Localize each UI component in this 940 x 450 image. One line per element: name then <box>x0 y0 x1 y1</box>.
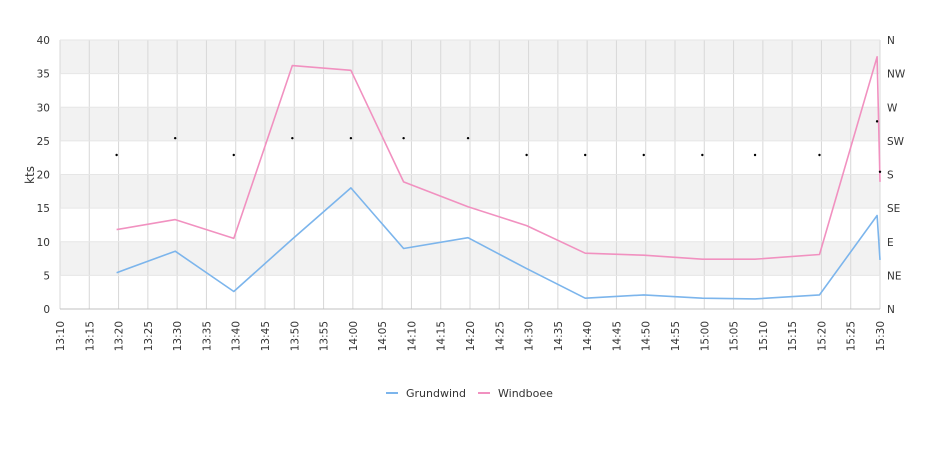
x-tick-label: 14:50 <box>641 321 653 351</box>
x-tick-label: 13:50 <box>289 321 301 351</box>
x-tick-label: 14:10 <box>406 321 418 351</box>
y2-tick-label: NW <box>887 69 906 81</box>
y2-tick-label: SE <box>887 203 900 215</box>
y-tick-label: 15 <box>37 203 50 215</box>
series-group <box>116 55 881 300</box>
y2-tick-label: N <box>887 35 895 47</box>
x-tick-label: 14:30 <box>524 321 536 351</box>
series-line-grundwind[interactable] <box>116 187 881 300</box>
y-tick-label: 35 <box>37 69 50 81</box>
legend-item-windboee[interactable]: Windboee <box>478 387 553 400</box>
y2-tick-label: W <box>887 102 898 114</box>
series-line-windboee[interactable] <box>116 55 881 261</box>
x-tick-label: 13:15 <box>84 321 96 351</box>
direction-marker <box>232 153 235 157</box>
x-tick-label: 15:15 <box>787 321 799 351</box>
y2-tick-label: E <box>887 237 894 249</box>
y-tick-label: 25 <box>37 136 50 148</box>
x-tick-label: 14:40 <box>582 321 594 351</box>
x-tick-label: 13:10 <box>55 321 67 351</box>
direction-marker <box>291 136 294 140</box>
y-axis-left: 0 5 10 15 20 25 30 35 40 <box>37 35 50 316</box>
x-tick-label: 13:55 <box>319 321 331 351</box>
x-tick-label: 15:25 <box>846 321 858 351</box>
y-tick-label: 20 <box>37 170 50 182</box>
x-tick-label: 15:10 <box>758 321 770 351</box>
x-tick-label: 15:00 <box>699 321 711 351</box>
y-axis-title: kts <box>23 166 37 184</box>
x-tick-label: 14:45 <box>611 321 623 351</box>
x-tick-label: 14:25 <box>494 321 506 351</box>
direction-marker <box>753 153 757 157</box>
direction-marker <box>583 153 587 157</box>
legend[interactable]: Grundwind Windboee <box>386 387 553 400</box>
x-tick-label: 14:15 <box>436 321 448 351</box>
direction-marker <box>642 153 645 157</box>
y-tick-label: 5 <box>43 270 50 282</box>
y-tick-label: 30 <box>37 102 50 114</box>
y-tick-label: 10 <box>37 237 50 249</box>
y-tick-label: 40 <box>37 35 50 47</box>
direction-marker <box>173 136 177 140</box>
legend-label: Windboee <box>498 387 553 400</box>
x-tick-label: 14:55 <box>670 321 682 351</box>
y-tick-label: 0 <box>43 304 50 316</box>
x-tick-label: 15:05 <box>729 321 741 351</box>
direction-marker <box>402 136 405 140</box>
direction-marker <box>701 153 704 157</box>
direction-marker <box>115 153 118 157</box>
x-tick-label: 14:00 <box>348 321 360 351</box>
y-axis-right: N NE E SE S SW W NW N <box>887 35 906 316</box>
legend-label: Grundwind <box>406 387 466 400</box>
x-tick-label: 13:45 <box>260 321 272 351</box>
x-tick-label: 13:30 <box>172 321 184 351</box>
x-tick-label: 13:35 <box>201 321 213 351</box>
direction-marker <box>875 120 879 123</box>
x-tick-label: 13:20 <box>114 321 126 351</box>
x-tick-label: 14:35 <box>553 321 565 351</box>
x-axis: 13:10 13:15 13:20 13:25 13:30 13:35 13:40 13:45… <box>55 321 887 351</box>
direction-marker <box>525 153 528 157</box>
y2-tick-label: SW <box>887 136 905 148</box>
y2-tick-label: NE <box>887 270 902 282</box>
y2-tick-label: S <box>887 170 894 182</box>
x-tick-label: 13:40 <box>231 321 243 351</box>
x-tick-label: 14:05 <box>377 321 389 351</box>
x-tick-label: 15:20 <box>816 321 828 351</box>
direction-marker <box>818 153 821 157</box>
direction-marker <box>878 170 882 174</box>
direction-marker <box>349 136 353 140</box>
y2-tick-label: N <box>887 304 895 316</box>
legend-item-grundwind[interactable]: Grundwind <box>386 387 466 400</box>
x-tick-label: 13:25 <box>143 321 155 351</box>
direction-marker <box>466 136 470 140</box>
x-tick-label: 15:30 <box>875 321 887 351</box>
x-tick-label: 14:20 <box>465 321 477 351</box>
direction-markers <box>115 120 882 174</box>
